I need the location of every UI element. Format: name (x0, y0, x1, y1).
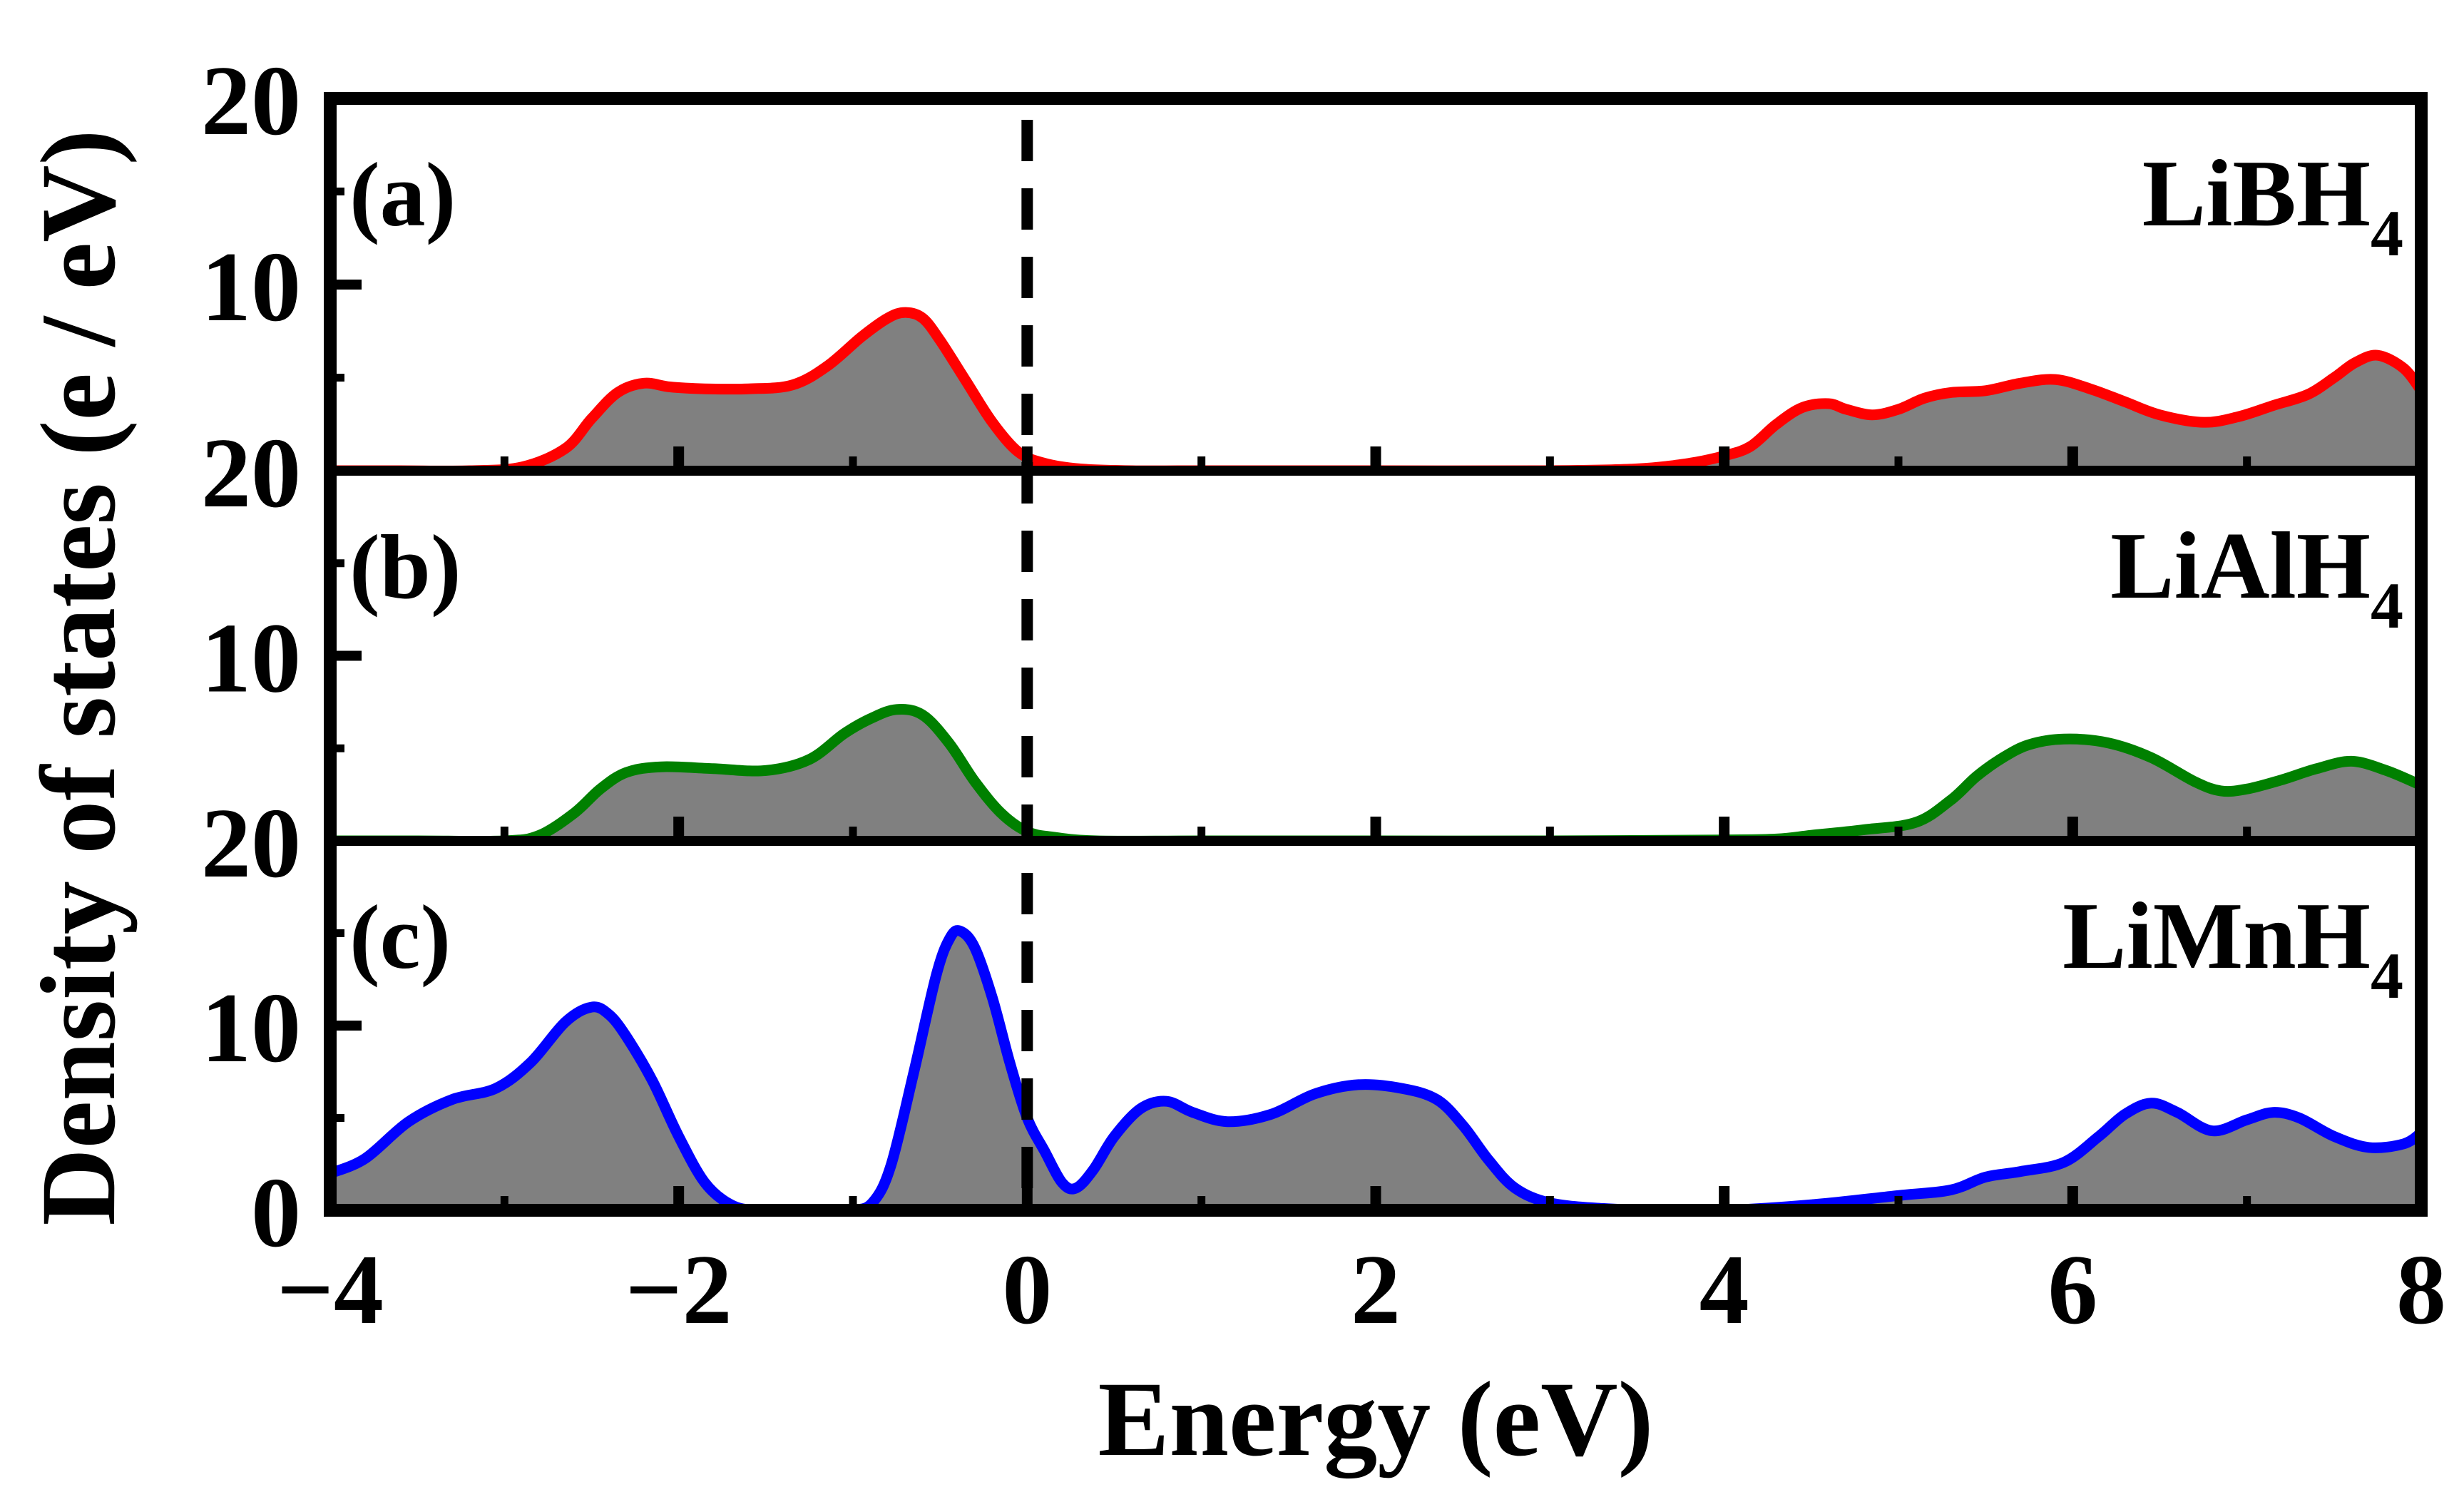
dos-fill-lialh4 (330, 709, 2421, 841)
dos-line-libh4 (330, 307, 2421, 471)
dos-fill-libh4 (330, 312, 2421, 471)
x-tick-label: 6 (2048, 1235, 2097, 1345)
panel-1-y-tick-label: 10 (201, 603, 301, 714)
panel-0-y-tick-label: 20 (201, 418, 301, 528)
compound-subscript: 4 (2371, 197, 2403, 270)
y-axis-title: Density of states (e / eV) (19, 129, 138, 1225)
panel-0-y-tick-label: 10 (201, 232, 301, 342)
x-tick-label: 4 (1699, 1235, 1749, 1345)
dos-line-limnh4 (330, 925, 2421, 1210)
panel-1-y-tick-label: 20 (201, 788, 301, 899)
panel-1-y-tick-label: 20 (201, 418, 301, 528)
panel-2-compound-label: LiMnH4 (2062, 883, 2403, 1012)
dos-fill-limnh4 (330, 930, 2421, 1210)
compound-subscript: 4 (2371, 569, 2403, 642)
x-tick-label: −2 (625, 1235, 732, 1345)
panel-0-series (330, 307, 2421, 471)
dos-line-lialh4 (330, 704, 2421, 841)
compound-name: LiBH (2142, 140, 2371, 246)
compound-name: LiMnH (2062, 883, 2371, 988)
panel-2-y-tick-label: 0 (251, 1158, 301, 1268)
x-axis-title: Energy (eV) (1098, 1360, 1654, 1478)
panel-0-compound-label: LiBH4 (2142, 140, 2403, 270)
panel-2-series (330, 925, 2421, 1210)
panel-0-letter: (a) (349, 144, 456, 245)
panel-1-letter: (b) (349, 516, 461, 618)
outer-frame (324, 92, 2428, 1217)
panel-2-letter: (c) (349, 887, 451, 988)
x-tick-label: 0 (1002, 1235, 1052, 1345)
panel-0-y-tick-label: 20 (201, 46, 301, 156)
panel-1-compound-label: LiAlH4 (2110, 513, 2403, 642)
compound-name: LiAlH (2110, 513, 2371, 618)
plot-frame (324, 92, 2428, 1217)
compound-subscript: 4 (2371, 939, 2403, 1012)
x-tick-label: 8 (2396, 1235, 2446, 1345)
plot-area (330, 307, 2421, 1210)
x-tick-label: 2 (1351, 1235, 1401, 1345)
panel-2-y-tick-label: 10 (201, 973, 301, 1083)
x-tick-label: −4 (277, 1235, 384, 1345)
panel-1-series (330, 704, 2421, 841)
